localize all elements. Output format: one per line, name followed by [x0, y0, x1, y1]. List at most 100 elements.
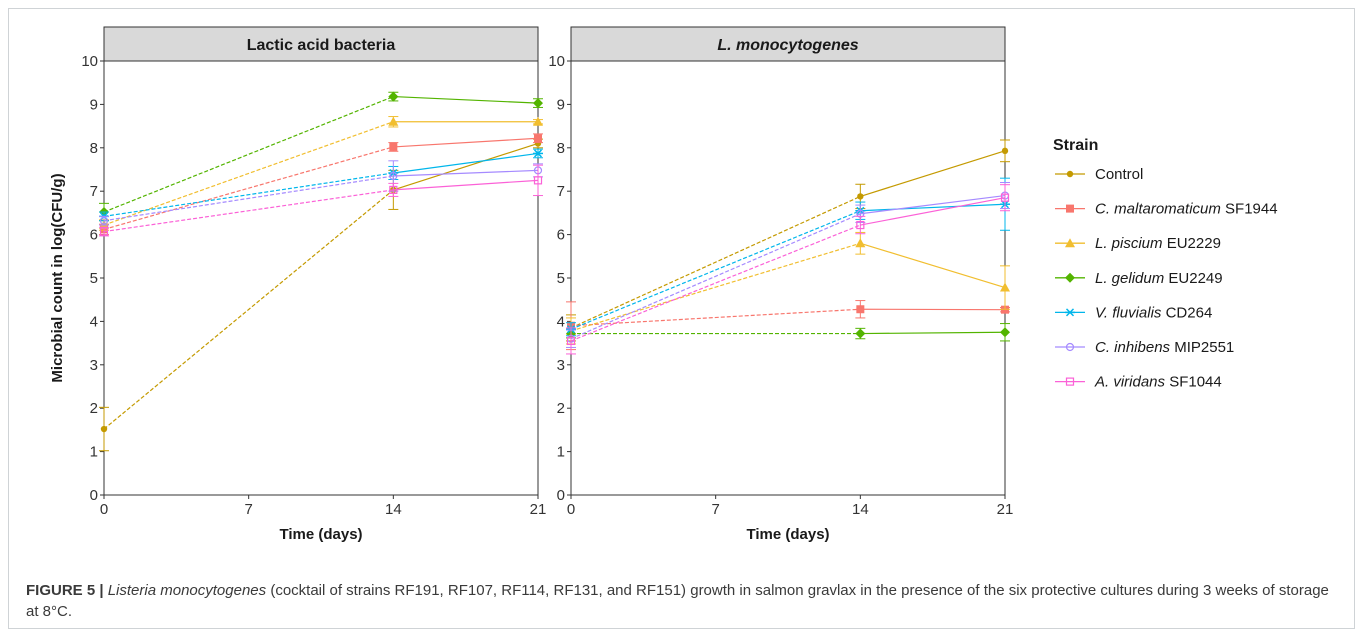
- caption-species: Listeria monocytogenes: [107, 582, 267, 599]
- series-line-solid: [393, 142, 539, 191]
- y-tick-label: 9: [557, 96, 565, 113]
- data-point: [566, 336, 576, 346]
- data-point: [1000, 193, 1010, 202]
- legend-item: A. viridans SF1044: [1055, 374, 1222, 391]
- series-line-solid: [860, 331, 1006, 335]
- legend-label: L. gelidum EU2249: [1095, 270, 1223, 287]
- plot-border: [103, 60, 539, 496]
- legend-item: L. piscium EU2229: [1055, 235, 1221, 252]
- y-tick-label: 0: [90, 487, 98, 504]
- y-tick-label: 5: [557, 270, 565, 287]
- y-tick-label: 6: [557, 227, 565, 244]
- data-point: [1000, 282, 1010, 292]
- series-3: [99, 116, 543, 231]
- legend-item: V. fluvialis CD264: [1055, 304, 1212, 321]
- panel-title: L. monocytogenes: [717, 37, 858, 54]
- x-axis-title: Time (days): [746, 526, 829, 543]
- legend-key-marker: [1065, 238, 1075, 248]
- x-axis-title: Time (days): [279, 526, 362, 543]
- y-tick-label: 0: [557, 487, 565, 504]
- series-line-dashed: [103, 96, 394, 213]
- data-point: [99, 216, 109, 225]
- series-line-solid: [860, 197, 1006, 226]
- data-point: [389, 185, 398, 194]
- data-point: [533, 98, 543, 109]
- figure-frame: [8, 8, 1355, 629]
- series-6: [99, 160, 543, 226]
- series-line-solid: [393, 169, 539, 177]
- panel-1: Lactic acid bacteria 0 1 2 3 4 5 6 7 8 9 10 0 7 14 21 Ti…: [49, 26, 546, 543]
- legend-key-marker: [1065, 272, 1075, 283]
- legend-key-marker: [1066, 170, 1074, 178]
- series-line-solid: [860, 203, 1006, 212]
- data-point: [857, 193, 864, 200]
- series-2: [566, 300, 1010, 351]
- y-tick-label: 1: [557, 444, 565, 461]
- legend: Strain Control C. maltaromaticum SF1944 L. …: [1053, 137, 1278, 391]
- series-1: [99, 138, 543, 452]
- legend-label: Control: [1095, 166, 1143, 183]
- caption-text: (cocktail of strains RF191, RF107, RF114…: [26, 582, 1329, 620]
- x-tick-label: 0: [567, 501, 575, 518]
- y-tick-label: 7: [557, 183, 565, 200]
- panel-strip: [570, 26, 1006, 62]
- y-tick-label: 3: [557, 357, 565, 374]
- data-point: [856, 305, 865, 314]
- series-line-dashed: [570, 242, 861, 332]
- series-line-dashed: [103, 189, 394, 430]
- legend-key-marker: [1066, 204, 1074, 213]
- legend-item: Control: [1055, 166, 1143, 183]
- series-line-solid: [393, 152, 539, 174]
- y-tick-label: 5: [90, 270, 98, 287]
- series-line-dashed: [570, 224, 861, 342]
- series-4: [566, 323, 1010, 342]
- x-tick-label: 7: [244, 501, 252, 518]
- x-tick-label: 0: [100, 501, 108, 518]
- data-point: [534, 134, 542, 143]
- y-tick-label: 2: [90, 400, 98, 417]
- panel-title: Lactic acid bacteria: [247, 37, 396, 54]
- x-tick-label: 21: [997, 501, 1014, 518]
- data-point: [1000, 327, 1010, 338]
- data-point: [100, 425, 108, 433]
- y-tick-label: 1: [90, 444, 98, 461]
- series-7: [566, 184, 1010, 355]
- panel-2: L. monocytogenes 0 1 2 3 4 5 6 7 8 9 10 0 7 14 21 Time (…: [548, 26, 1014, 543]
- legend-item: L. gelidum EU2249: [1055, 270, 1223, 287]
- y-tick-label: 6: [90, 227, 98, 244]
- y-tick-label: 4: [90, 313, 98, 330]
- data-point: [389, 171, 398, 181]
- data-point: [99, 227, 109, 236]
- y-tick-label: 4: [557, 313, 565, 330]
- legend-label: C. inhibens MIP2551: [1095, 339, 1234, 356]
- legend-key-marker: [1065, 308, 1075, 317]
- data-point: [388, 116, 399, 126]
- y-tick-label: 3: [90, 357, 98, 374]
- legend-item: C. maltaromaticum SF1944: [1055, 201, 1278, 218]
- series-line-solid: [393, 95, 539, 104]
- series-line-dashed: [103, 175, 394, 222]
- series-line-dashed: [570, 213, 861, 340]
- x-tick-label: 14: [385, 501, 402, 518]
- series-4: [99, 91, 543, 222]
- legend-label: L. piscium EU2229: [1095, 235, 1221, 252]
- series-line-dashed: [570, 195, 861, 329]
- series-line-dashed: [570, 308, 861, 327]
- data-point: [388, 91, 399, 102]
- legend-label: A. viridans SF1044: [1094, 374, 1222, 391]
- figure-caption: FIGURE 5 | Listeria monocytogenes (cockt…: [26, 580, 1336, 622]
- legend-key-marker: [1065, 377, 1075, 386]
- series-3: [566, 231, 1010, 345]
- legend-key-marker: [1065, 342, 1075, 352]
- data-point: [533, 149, 543, 158]
- data-point: [855, 238, 866, 248]
- series-line-solid: [393, 137, 539, 148]
- y-tick-label: 2: [557, 400, 565, 417]
- x-tick-label: 7: [711, 501, 719, 518]
- x-tick-label: 14: [852, 501, 869, 518]
- legend-label: C. maltaromaticum SF1944: [1095, 201, 1278, 218]
- data-point: [533, 116, 543, 126]
- y-tick-label: 7: [90, 183, 98, 200]
- series-line-dashed: [103, 172, 394, 217]
